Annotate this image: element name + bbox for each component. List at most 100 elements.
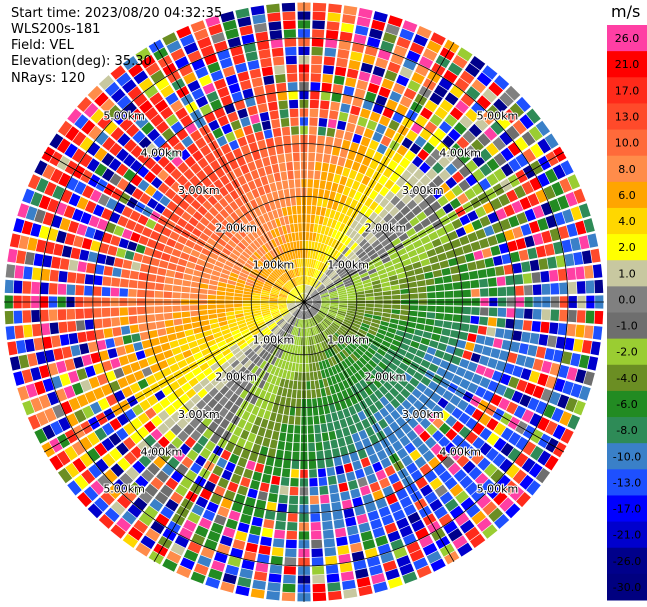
velocity-gate (549, 269, 559, 282)
velocity-gate (249, 479, 260, 490)
velocity-gate (378, 385, 389, 396)
velocity-gate (367, 372, 377, 382)
velocity-gate (491, 222, 503, 234)
velocity-gate (503, 108, 518, 124)
velocity-gate (332, 84, 344, 94)
velocity-gate (491, 370, 503, 382)
velocity-gate (500, 163, 514, 177)
velocity-gate (315, 153, 323, 162)
velocity-gate (87, 251, 98, 263)
velocity-gate (371, 356, 381, 365)
velocity-gate (294, 309, 300, 317)
velocity-gate (385, 265, 395, 273)
velocity-gate (5, 326, 16, 340)
velocity-gate (283, 312, 291, 319)
velocity-gate (280, 360, 287, 370)
velocity-gate (310, 530, 322, 540)
velocity-gate (294, 327, 298, 336)
velocity-gate (422, 48, 438, 62)
velocity-gate (380, 277, 390, 284)
velocity-gate (406, 394, 418, 405)
velocity-gate (68, 259, 79, 272)
velocity-gate (329, 325, 337, 332)
velocity-gate (385, 403, 395, 414)
velocity-gate (300, 310, 303, 319)
velocity-gate (72, 457, 87, 473)
velocity-gate (387, 530, 401, 543)
velocity-gate (274, 458, 283, 468)
velocity-gate (575, 369, 587, 384)
velocity-gate (444, 313, 453, 321)
velocity-gate (251, 443, 261, 454)
velocity-gate (312, 407, 319, 416)
velocity-gate (319, 351, 325, 361)
velocity-gate (186, 449, 199, 462)
velocity-gate (275, 348, 282, 358)
velocity-gate (328, 163, 337, 174)
velocity-gate (448, 257, 458, 267)
velocity-gate (326, 246, 333, 256)
velocity-gate (263, 285, 272, 291)
velocity-gate (150, 257, 160, 267)
velocity-gate (481, 346, 492, 357)
velocity-gate (393, 45, 408, 58)
velocity-gate (368, 564, 383, 576)
velocity-gate (137, 440, 150, 453)
velocity-gate (384, 242, 394, 251)
velocity-gate (207, 530, 221, 543)
velocity-gate (22, 281, 32, 294)
velocity-gate (381, 223, 391, 233)
velocity-gate (53, 348, 64, 361)
velocity-gate (181, 456, 194, 469)
velocity-gate (389, 279, 399, 286)
velocity-gate (170, 491, 184, 505)
velocity-gate (483, 463, 498, 477)
velocity-gate (573, 251, 584, 266)
velocity-gate (263, 519, 275, 529)
velocity-gate (292, 317, 298, 326)
velocity-gate (510, 251, 521, 263)
velocity-gate (334, 401, 342, 412)
velocity-gate (370, 74, 383, 86)
velocity-gate (296, 389, 302, 399)
velocity-gate (296, 309, 301, 318)
velocity-gate (432, 417, 444, 429)
velocity-gate (174, 271, 184, 279)
velocity-gate (567, 310, 577, 323)
velocity-gate (287, 304, 296, 308)
colorbar-tick-label: 1.0 (618, 267, 636, 280)
velocity-gate (323, 440, 331, 451)
velocity-gate (418, 535, 434, 548)
velocity-gate (177, 405, 189, 417)
velocity-gate (248, 451, 259, 462)
velocity-gate (176, 265, 186, 273)
velocity-gate (359, 325, 369, 332)
velocity-gate (459, 475, 473, 489)
velocity-gate (351, 180, 361, 191)
colorbar-tick-label: -17.0 (613, 503, 641, 516)
velocity-gate (280, 423, 288, 433)
velocity-gate (198, 304, 208, 310)
velocity-gate (264, 429, 273, 439)
velocity-gate (335, 317, 344, 323)
velocity-gate (457, 542, 473, 557)
velocity-gate (374, 400, 384, 411)
velocity-gate (79, 436, 93, 451)
velocity-gate (411, 205, 423, 216)
velocity-gate (486, 173, 499, 186)
velocity-gate (428, 363, 439, 373)
velocity-gate (191, 366, 202, 377)
velocity-gate (200, 320, 210, 327)
velocity-gate (496, 114, 511, 130)
velocity-gate (395, 329, 405, 337)
velocity-gate (253, 355, 261, 365)
velocity-gate (409, 310, 418, 317)
velocity-gate (561, 351, 573, 365)
velocity-gate (387, 15, 403, 28)
velocity-gate (295, 302, 304, 304)
velocity-gate (214, 425, 226, 437)
velocity-gate (464, 445, 478, 459)
velocity-gate (120, 269, 131, 279)
velocity-gate (183, 273, 193, 281)
velocity-gate (204, 382, 215, 393)
